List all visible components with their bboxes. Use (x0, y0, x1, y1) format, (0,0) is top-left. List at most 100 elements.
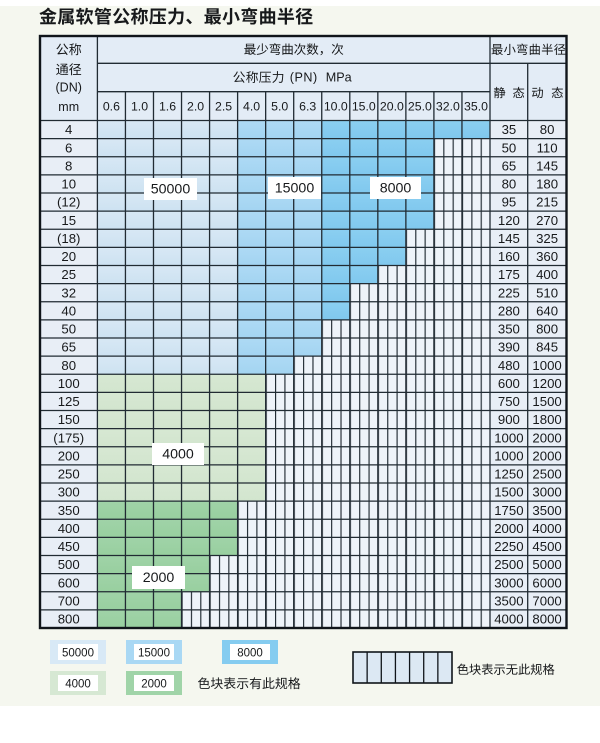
svg-text:6000: 6000 (532, 575, 561, 590)
svg-text:2000: 2000 (141, 678, 167, 690)
svg-text:8000: 8000 (532, 612, 561, 627)
svg-text:(12): (12) (57, 195, 80, 210)
svg-text:1000: 1000 (494, 430, 523, 445)
svg-text:360: 360 (536, 249, 558, 264)
svg-text:mm: mm (58, 100, 79, 114)
svg-text:700: 700 (58, 593, 80, 608)
svg-text:15000: 15000 (275, 181, 315, 197)
svg-text:845: 845 (536, 340, 558, 355)
svg-text:50000: 50000 (151, 182, 191, 198)
svg-text:4000: 4000 (162, 447, 194, 463)
svg-text:1.6: 1.6 (159, 100, 176, 114)
svg-text:3000: 3000 (532, 485, 561, 500)
svg-text:6: 6 (65, 140, 72, 155)
svg-text:510: 510 (536, 285, 558, 300)
svg-text:145: 145 (498, 231, 520, 246)
svg-text:2.5: 2.5 (215, 100, 232, 114)
svg-text:1750: 1750 (494, 503, 523, 518)
svg-text:4000: 4000 (532, 521, 561, 536)
svg-text:160: 160 (498, 249, 520, 264)
svg-text:5.0: 5.0 (271, 100, 288, 114)
svg-text:325: 325 (536, 231, 558, 246)
svg-text:80: 80 (540, 122, 555, 137)
svg-text:145: 145 (536, 158, 558, 173)
svg-text:500: 500 (58, 557, 80, 572)
svg-text:10: 10 (61, 177, 76, 192)
svg-text:2000: 2000 (532, 430, 561, 445)
svg-text:15000: 15000 (138, 647, 170, 659)
svg-text:270: 270 (536, 213, 558, 228)
svg-text:450: 450 (58, 539, 80, 554)
svg-text:35: 35 (502, 122, 517, 137)
svg-text:15: 15 (61, 213, 76, 228)
svg-text:3500: 3500 (494, 593, 523, 608)
svg-text:175: 175 (498, 267, 520, 282)
svg-text:5000: 5000 (532, 557, 561, 572)
svg-text:350: 350 (58, 503, 80, 518)
svg-text:8000: 8000 (380, 181, 412, 197)
svg-text:4500: 4500 (532, 539, 561, 554)
svg-text:(18): (18) (57, 231, 80, 246)
svg-text:1250: 1250 (494, 467, 523, 482)
svg-text:32: 32 (61, 285, 76, 300)
svg-text:300: 300 (58, 485, 80, 500)
svg-text:1500: 1500 (494, 485, 523, 500)
svg-text:2.0: 2.0 (187, 100, 204, 114)
svg-text:8: 8 (65, 158, 72, 173)
svg-text:4000: 4000 (65, 678, 91, 690)
svg-text:35.0: 35.0 (464, 100, 488, 114)
svg-text:2250: 2250 (494, 539, 523, 554)
svg-text:250: 250 (58, 467, 80, 482)
svg-text:800: 800 (58, 612, 80, 627)
svg-text:6.3: 6.3 (299, 100, 316, 114)
svg-text:110: 110 (537, 140, 558, 155)
svg-text:480: 480 (498, 358, 520, 373)
svg-text:80: 80 (502, 177, 517, 192)
svg-text:150: 150 (58, 412, 80, 427)
svg-text:1000: 1000 (532, 358, 561, 373)
svg-text:50000: 50000 (62, 647, 94, 659)
svg-text:2000: 2000 (532, 448, 561, 463)
svg-text:225: 225 (498, 285, 520, 300)
svg-text:750: 750 (498, 394, 520, 409)
svg-text:8000: 8000 (237, 647, 263, 659)
svg-text:125: 125 (58, 394, 80, 409)
svg-text:280: 280 (498, 303, 520, 318)
svg-text:3000: 3000 (494, 575, 523, 590)
svg-text:65: 65 (502, 158, 517, 173)
svg-text:215: 215 (536, 195, 558, 210)
svg-text:65: 65 (61, 340, 76, 355)
svg-text:80: 80 (61, 358, 76, 373)
svg-text:4: 4 (65, 122, 72, 137)
svg-text:120: 120 (498, 213, 520, 228)
svg-text:600: 600 (58, 575, 80, 590)
svg-text:95: 95 (502, 195, 517, 210)
svg-text:1.0: 1.0 (131, 100, 148, 114)
svg-text:10.0: 10.0 (324, 100, 348, 114)
svg-text:7000: 7000 (532, 593, 561, 608)
svg-text:900: 900 (498, 412, 520, 427)
svg-text:1000: 1000 (494, 448, 523, 463)
svg-text:3500: 3500 (532, 503, 561, 518)
svg-text:400: 400 (58, 521, 80, 536)
svg-text:MPa: MPa (326, 71, 352, 85)
svg-text:1500: 1500 (532, 394, 561, 409)
svg-text:4.0: 4.0 (243, 100, 260, 114)
svg-text:180: 180 (536, 177, 558, 192)
svg-text:390: 390 (498, 340, 520, 355)
svg-text:40: 40 (61, 303, 76, 318)
svg-text:20: 20 (61, 249, 76, 264)
svg-text:50: 50 (61, 322, 76, 337)
svg-text:1200: 1200 (532, 376, 561, 391)
svg-text:15.0: 15.0 (352, 100, 376, 114)
svg-text:32.0: 32.0 (436, 100, 460, 114)
svg-text:4000: 4000 (494, 612, 523, 627)
svg-text:600: 600 (498, 376, 520, 391)
svg-text:640: 640 (536, 303, 558, 318)
svg-text:(DN): (DN) (56, 81, 82, 95)
svg-text:(PN): (PN) (290, 71, 318, 85)
svg-text:0.6: 0.6 (103, 100, 120, 114)
svg-text:50: 50 (502, 140, 517, 155)
svg-text:800: 800 (536, 322, 558, 337)
svg-text:350: 350 (498, 322, 520, 337)
